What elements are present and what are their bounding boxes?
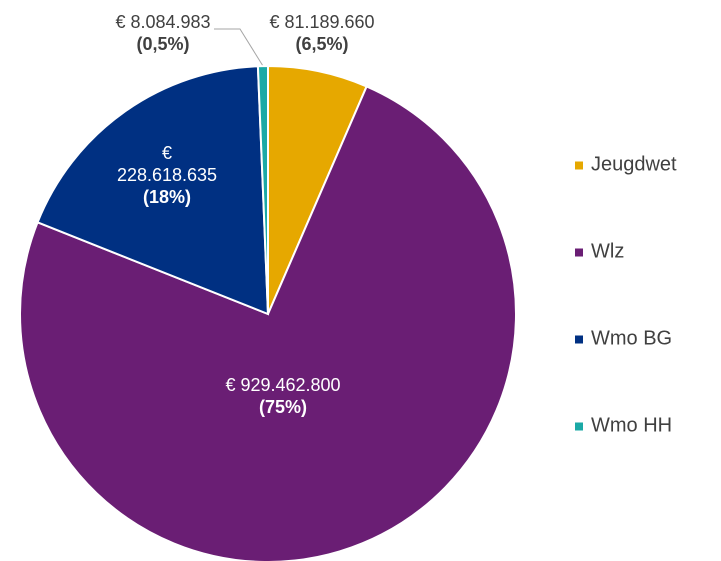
pie-slice <box>256 64 269 315</box>
legend-label: Wmo HH <box>591 414 673 437</box>
legend-label: Jeugdwet <box>591 153 677 176</box>
legend-item: Jeugdwet <box>575 154 677 177</box>
value-label: € 929.462.800 <box>225 375 341 395</box>
legend-item: Wlz <box>575 241 624 264</box>
legend-item: Wmo HH <box>575 415 672 438</box>
legend-swatch <box>575 161 583 169</box>
legend-swatch <box>575 248 583 256</box>
legend-label: Wmo BG <box>591 327 673 350</box>
percent-label: (18%) <box>142 187 191 207</box>
pie-slice <box>36 65 270 316</box>
percent-label: (0,5%) <box>136 34 190 54</box>
data-label: € 929.462.800 (75%) <box>183 374 383 418</box>
pie-slice <box>19 85 517 561</box>
percent-label: (6,5%) <box>295 34 349 54</box>
legend-item: Wmo BG <box>575 328 672 351</box>
percent-label: (75%) <box>258 397 307 417</box>
value-label: € 81.189.660 <box>269 12 375 32</box>
data-label: € 228.618.635 (18%) <box>112 142 222 208</box>
value-label: € 228.618.635 <box>116 143 218 185</box>
data-label: € 81.189.660 (6,5%) <box>222 11 422 55</box>
legend-swatch <box>575 422 583 430</box>
legend-label: Wlz <box>591 240 625 263</box>
legend-swatch <box>575 335 583 343</box>
data-label: € 8.084.983 (0,5%) <box>63 11 263 55</box>
leader-line <box>214 28 264 67</box>
value-label: € 8.084.983 <box>115 12 211 32</box>
